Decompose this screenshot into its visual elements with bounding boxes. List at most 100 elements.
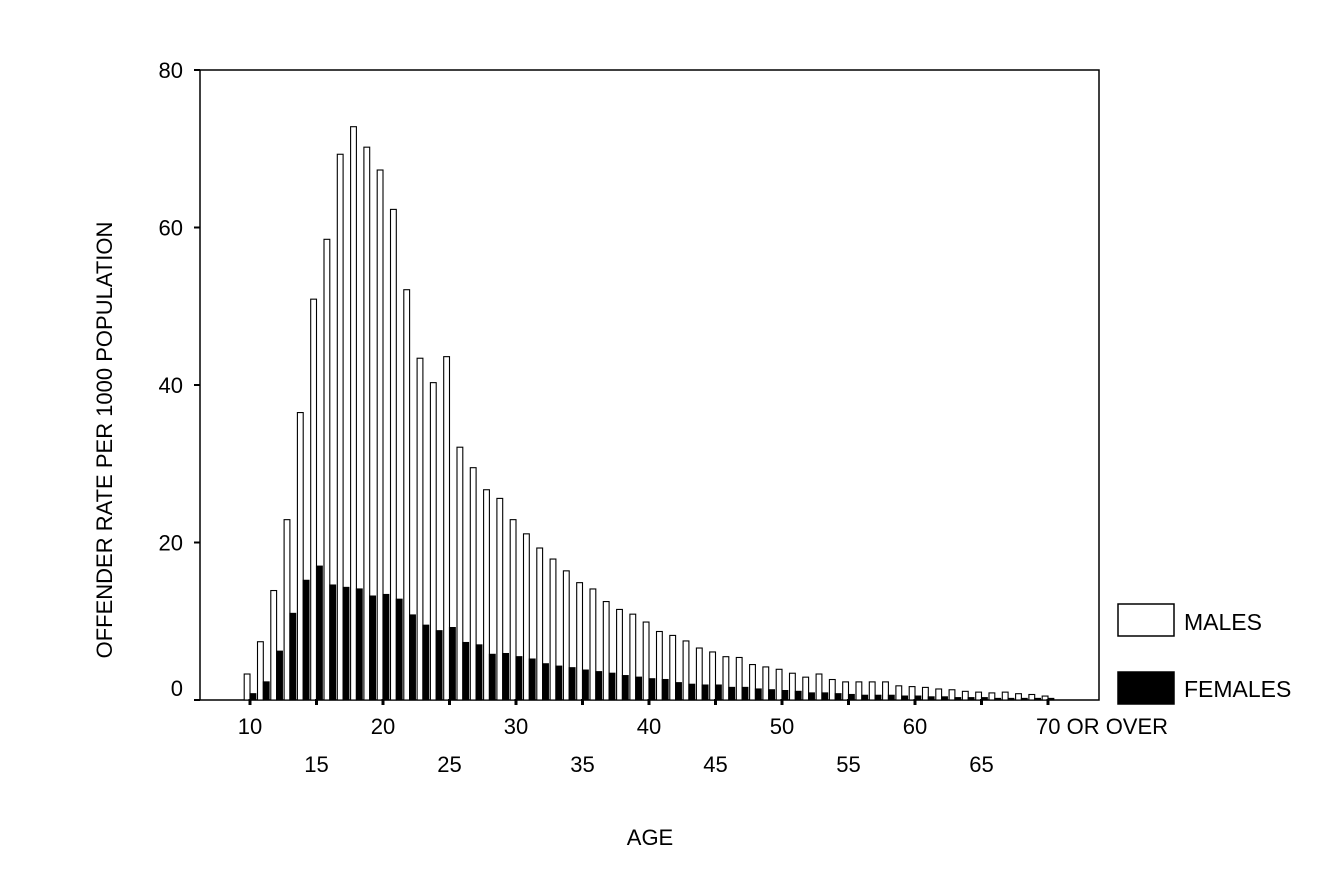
bar-males-66 xyxy=(988,692,996,701)
bar-females-19 xyxy=(369,595,377,701)
bar-males-27 xyxy=(469,467,477,701)
bar-males-56 xyxy=(855,681,863,701)
bar-females-64 xyxy=(967,697,975,701)
bar-males-26 xyxy=(456,446,464,701)
bar-females-18 xyxy=(355,588,363,701)
y-tick-label-60: 60 xyxy=(159,216,183,241)
bar-females-40 xyxy=(648,678,656,701)
bar-males-12 xyxy=(270,589,278,701)
x-tick-label-top-4: 50 xyxy=(770,714,794,739)
bar-females-13 xyxy=(289,612,297,701)
bar-females-60 xyxy=(914,695,922,701)
y-tick-label-40: 40 xyxy=(159,373,183,398)
bar-males-37 xyxy=(602,601,610,701)
bar-females-54 xyxy=(834,693,842,701)
bar-males-65 xyxy=(975,691,983,701)
bar-females-65 xyxy=(980,697,988,701)
bar-females-30 xyxy=(515,656,523,701)
bar-males-48 xyxy=(749,664,756,701)
bar-males-18 xyxy=(350,126,357,701)
x-tick-label-top-3: 40 xyxy=(637,714,661,739)
bar-males-19 xyxy=(363,146,371,701)
bar-females-46 xyxy=(728,686,736,701)
bar-males-46 xyxy=(722,656,730,701)
legend-label-females: FEMALES xyxy=(1184,676,1291,702)
bar-females-42 xyxy=(675,682,682,701)
bar-males-51 xyxy=(788,672,796,701)
bar-females-32 xyxy=(542,663,549,701)
bar-females-37 xyxy=(608,672,616,701)
bar-males-55 xyxy=(842,681,850,701)
bar-females-22 xyxy=(409,614,416,701)
bar-males-50 xyxy=(775,668,783,701)
bar-males-47 xyxy=(735,656,743,701)
bar-males-22 xyxy=(403,289,411,701)
bar-males-42 xyxy=(669,634,677,701)
bar-females-35 xyxy=(581,669,589,701)
bar-females-56 xyxy=(861,694,869,701)
y-axis: 0 20 40 60 80 xyxy=(159,58,200,701)
bar-females-43 xyxy=(688,683,696,701)
bar-males-61 xyxy=(921,686,929,701)
bar-females-34 xyxy=(568,667,576,701)
bar-females-14 xyxy=(302,579,310,701)
bar-males-35 xyxy=(576,582,584,701)
x-axis: 10 20 30 40 50 60 70 OR OVER 15 25 35 45 55 65 xyxy=(238,699,1168,777)
x-tick-label-bottom-3: 45 xyxy=(703,752,727,777)
bar-females-48 xyxy=(754,688,762,701)
x-tick-label-bottom-5: 65 xyxy=(969,752,993,777)
bar-females-50 xyxy=(781,689,789,701)
bar-males-57 xyxy=(868,681,876,701)
x-tick-label-top-1: 20 xyxy=(371,714,395,739)
bar-males-29 xyxy=(496,497,504,701)
bar-males-54 xyxy=(828,678,836,701)
legend: MALES FEMALES xyxy=(1117,603,1291,705)
bar-females-20 xyxy=(382,593,390,701)
bar-males-59 xyxy=(895,685,903,701)
bar-females-62 xyxy=(941,696,948,701)
y-tick-label-80: 80 xyxy=(159,58,183,83)
bar-males-43 xyxy=(682,640,690,701)
x-tick-label-bottom-1: 25 xyxy=(437,752,461,777)
bar-males-21 xyxy=(389,208,397,701)
y-axis-label: OFFENDER RATE PER 1000 POPULATION xyxy=(92,222,117,659)
bar-females-52 xyxy=(808,692,815,701)
bar-females-61 xyxy=(927,696,935,701)
bar-females-11 xyxy=(262,681,270,701)
bar-females-15 xyxy=(315,565,323,701)
bar-males-68 xyxy=(1015,693,1022,701)
bar-females-17 xyxy=(342,586,350,701)
bar-females-41 xyxy=(661,678,669,701)
bar-males-16 xyxy=(323,238,331,701)
x-tick-label-bottom-4: 55 xyxy=(836,752,860,777)
bar-females-45 xyxy=(714,684,722,701)
bar-males-10 xyxy=(243,673,251,701)
bar-males-60 xyxy=(908,686,916,701)
bar-females-55 xyxy=(847,693,855,701)
bar-females-53 xyxy=(821,692,829,701)
bar-females-57 xyxy=(874,694,882,701)
bar-males-24 xyxy=(429,382,437,701)
bar-males-11 xyxy=(256,641,264,701)
bar-males-34 xyxy=(562,570,570,701)
bar-males-36 xyxy=(589,588,597,701)
bar-females-58 xyxy=(887,694,895,701)
bar-males-62 xyxy=(935,688,943,701)
bar-males-58 xyxy=(882,681,889,701)
bar-females-49 xyxy=(768,689,776,701)
bar-females-47 xyxy=(741,686,749,701)
bar-females-26 xyxy=(462,641,470,701)
bar-males-39 xyxy=(629,613,637,701)
bar-males-41 xyxy=(655,630,663,701)
bar-females-39 xyxy=(635,676,643,701)
bar-females-23 xyxy=(422,624,430,701)
bar-males-45 xyxy=(709,651,717,701)
bar-females-66 xyxy=(994,697,1002,701)
bar-females-10 xyxy=(249,693,257,701)
bar-males-15 xyxy=(310,298,318,701)
bar-males-49 xyxy=(762,666,770,701)
bars-group xyxy=(243,126,1055,701)
y-tick-label-0: 0 xyxy=(171,676,183,701)
bar-males-63 xyxy=(948,689,956,701)
